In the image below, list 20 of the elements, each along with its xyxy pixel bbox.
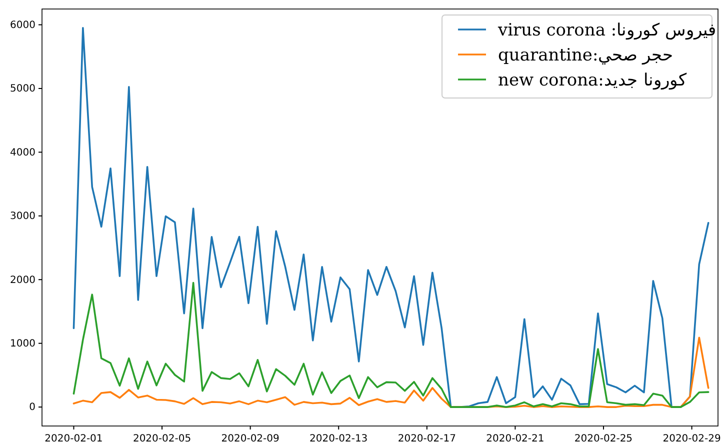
x-tick-label: 2020-02-21 (486, 434, 544, 443)
x-tick-label: 2020-02-25 (574, 434, 633, 443)
x-tick-label: 2020-02-29 (662, 434, 721, 443)
y-tick-label: 1000 (10, 338, 36, 350)
x-tick-label: 2020-02-13 (310, 434, 368, 443)
y-tick-label: 4000 (10, 147, 36, 158)
y-tick-label: 0 (29, 402, 36, 414)
x-tick-label: 2020-02-01 (44, 434, 103, 443)
x-tick-label: 2020-02-09 (221, 434, 280, 443)
line-series (72, 282, 710, 408)
x-tick-label: 2020-02-05 (132, 434, 192, 443)
x-tick-label: 2020-02-17 (398, 434, 456, 443)
y-tick-label: 3000 (10, 211, 36, 222)
legend-label: new corona:كورونا جديد (498, 70, 688, 90)
legend-label: quarantine:حجر صحي (498, 45, 674, 66)
y-tick-label: 2000 (10, 274, 36, 286)
line-series (72, 336, 710, 408)
y-tick-label: 6000 (10, 20, 36, 31)
legend-label: virus corona :فيروس كورونا (497, 20, 716, 40)
y-tick-label: 5000 (10, 84, 36, 95)
